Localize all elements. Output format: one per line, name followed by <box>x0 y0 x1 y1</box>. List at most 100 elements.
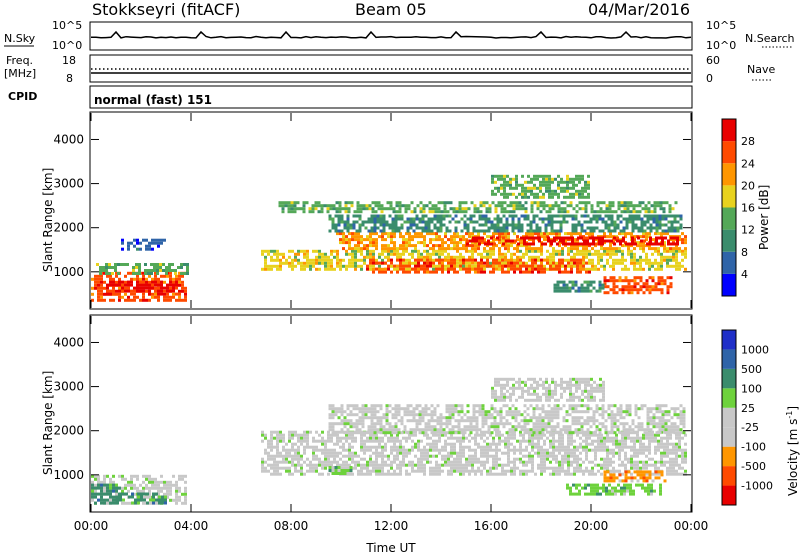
power-cell <box>606 235 609 239</box>
power-cell <box>521 204 525 208</box>
power-cell <box>535 229 539 233</box>
power-cell <box>584 189 587 193</box>
power-cell <box>485 201 489 205</box>
power-cell <box>462 244 465 248</box>
velocity-cell <box>615 436 618 440</box>
velocity-cell <box>513 448 516 452</box>
power-cell <box>510 252 513 256</box>
power-cell <box>651 261 654 265</box>
power-cell <box>459 261 462 265</box>
power-cell <box>334 214 338 218</box>
power-cell <box>428 201 432 205</box>
power-cell <box>106 292 109 296</box>
velocity-cell <box>460 416 464 420</box>
power-cell <box>654 288 658 292</box>
velocity-cell <box>510 466 513 470</box>
velocity-cell <box>385 413 389 417</box>
power-cell <box>631 217 635 221</box>
velocity-cell <box>558 451 561 455</box>
power-cell <box>351 247 354 251</box>
power-cell <box>561 247 564 251</box>
power-cell <box>97 280 100 284</box>
power-cell <box>603 291 607 295</box>
power-cell <box>438 261 441 265</box>
velocity-cell <box>379 425 383 429</box>
power-cell <box>390 264 393 268</box>
velocity-cell <box>103 483 106 487</box>
power-cell <box>264 249 267 253</box>
power-cell <box>527 174 530 178</box>
velocity-cell <box>181 501 184 505</box>
power-cell <box>136 274 139 278</box>
power-cell <box>337 223 341 227</box>
power-cell <box>592 236 595 240</box>
velocity-cell <box>402 454 405 458</box>
power-cell <box>639 255 642 259</box>
velocity-cell <box>381 457 384 461</box>
power-cell <box>441 247 444 251</box>
power-cell <box>595 214 599 218</box>
velocity-cell <box>175 495 178 499</box>
velocity-cell <box>654 472 657 476</box>
velocity-cell <box>381 451 384 455</box>
velocity-cell <box>400 416 404 420</box>
power-cell <box>557 180 560 184</box>
velocity-cell <box>337 416 341 420</box>
velocity-cell <box>507 439 510 443</box>
power-cell <box>657 282 661 286</box>
power-cell <box>339 264 342 268</box>
power-cell <box>569 195 572 199</box>
power-cell <box>558 232 561 236</box>
power-cell <box>97 286 100 290</box>
velocity-cell <box>175 480 178 484</box>
power-cell <box>601 286 605 290</box>
nsearch-tick-bottom: 10^0 <box>706 39 736 52</box>
power-cell <box>278 204 282 208</box>
power-cell <box>577 236 580 240</box>
velocity-cell <box>486 472 489 476</box>
velocity-cell <box>405 472 408 476</box>
power-cell <box>524 210 528 214</box>
velocity-cell <box>342 436 345 440</box>
power-cell <box>297 258 300 262</box>
power-cell <box>506 192 509 196</box>
power-cell <box>595 289 599 293</box>
power-cell <box>527 195 530 199</box>
velocity-cell <box>184 486 187 490</box>
velocity-cell <box>357 472 360 476</box>
power-cell <box>495 264 498 268</box>
power-cell <box>598 217 602 221</box>
power-cell <box>596 201 600 205</box>
power-cell <box>363 258 366 262</box>
power-cell <box>678 235 681 239</box>
velocity-cell <box>384 472 387 476</box>
power-cell <box>501 258 504 262</box>
power-cell <box>523 217 527 221</box>
power-cell <box>338 207 342 211</box>
velocity-cell <box>433 407 437 411</box>
velocity-cell <box>264 436 267 440</box>
power-cell <box>666 288 670 292</box>
velocity-cell <box>276 451 279 455</box>
power-cell <box>633 258 636 262</box>
power-cell <box>550 242 553 246</box>
velocity-cell <box>630 457 633 461</box>
velocity-cell <box>477 445 480 449</box>
freq-panel <box>89 54 693 83</box>
power-cell <box>571 226 575 230</box>
velocity-cell <box>447 472 450 476</box>
power-cell <box>386 201 390 205</box>
power-cell <box>436 226 440 230</box>
velocity-cell <box>672 457 675 461</box>
velocity-cell <box>609 457 612 461</box>
power-cell <box>384 255 387 259</box>
velocity-cell <box>645 463 648 467</box>
velocity-cell <box>372 433 375 437</box>
power-cell <box>525 264 528 268</box>
power-cell <box>564 258 567 262</box>
power-cell <box>145 283 148 287</box>
cpid-panel <box>89 85 693 109</box>
power-cell <box>542 183 545 187</box>
velocity-cell <box>576 445 579 449</box>
velocity-cell <box>312 469 315 473</box>
